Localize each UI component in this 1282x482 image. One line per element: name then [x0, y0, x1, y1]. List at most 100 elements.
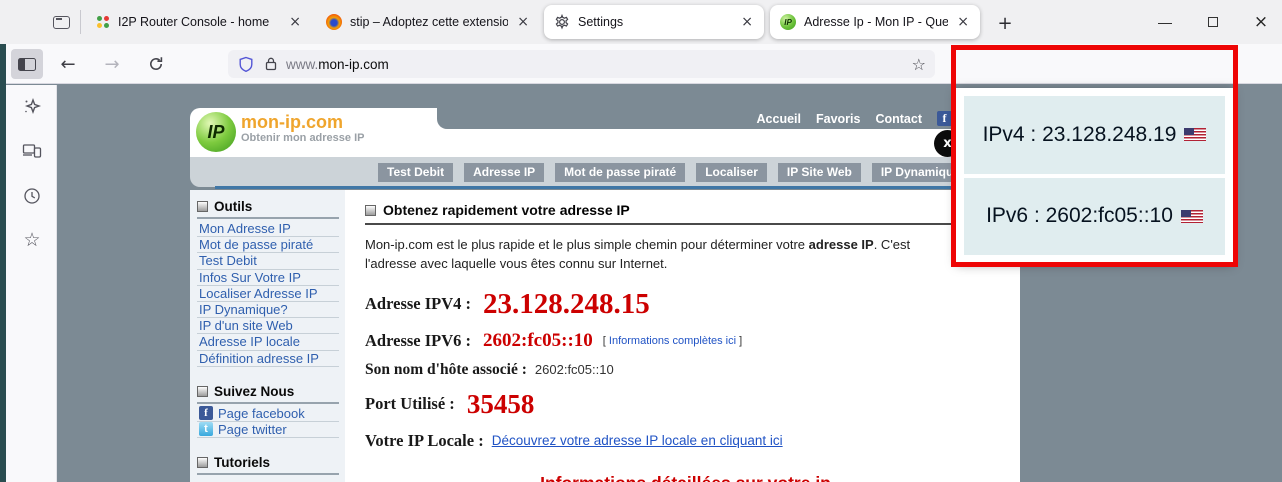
tab-close-icon[interactable]: ×	[289, 14, 301, 30]
intro-text: Mon-ip.com est le plus rapide et le plus…	[365, 237, 809, 252]
url-www: www.	[286, 56, 319, 72]
site-nav-bar: Test Debit Adresse IP Mot de passe pirat…	[190, 157, 1020, 187]
local-ip-row: Votre IP Locale : Découvrez votre adress…	[365, 431, 1006, 451]
details-row: Informations détaillées sur votre ip	[365, 473, 1006, 482]
bookmarks-star-icon[interactable]: ☆	[23, 229, 41, 251]
intro-text-end: . C'est l'adresse avec laquelle vous ête…	[365, 237, 911, 271]
tracking-protection-shield-icon[interactable]	[238, 56, 254, 73]
ipv4-label: Adresse IPV4 :	[365, 294, 472, 314]
tab-i2p-router-console[interactable]: I2P Router Console - home ×	[86, 5, 312, 39]
sidebar-link-facebook[interactable]: f Page facebook	[197, 406, 339, 422]
hostname-label: Son nom d'hôte associé :	[365, 360, 527, 378]
nav-test-debit[interactable]: Test Debit	[378, 162, 454, 182]
maximize-button[interactable]	[1190, 0, 1236, 44]
twitter-link-label: Page twitter	[218, 421, 287, 437]
tab-settings[interactable]: Settings ×	[544, 5, 764, 39]
nav-mot-de-passe[interactable]: Mot de passe piraté	[555, 162, 686, 182]
port-row: Port Utilisé : 35458	[365, 390, 1006, 418]
ai-chatbot-sparkle-icon[interactable]	[20, 95, 44, 119]
hostname-value: 2602:fc05::10	[534, 362, 614, 378]
tab-close-icon[interactable]: ×	[957, 14, 969, 30]
url-text: www.mon-ip.com	[286, 57, 389, 72]
new-tab-button[interactable]: +	[997, 12, 1013, 34]
sidebar-toggle-button[interactable]	[11, 49, 43, 79]
reload-button[interactable]	[140, 49, 172, 79]
popup-ipv4-text: IPv4 : 23.128.248.19	[982, 122, 1177, 146]
header-divider	[215, 186, 1020, 189]
square-bullet-icon	[197, 457, 208, 469]
url-bar[interactable]: www.mon-ip.com ☆	[228, 50, 935, 78]
hostname-row: Son nom d'hôte associé : 2602:fc05::10	[365, 361, 1006, 379]
i2p-site-icon	[96, 15, 110, 29]
tab-close-icon[interactable]: ×	[517, 14, 529, 30]
synced-tabs-devices-icon[interactable]	[20, 139, 44, 163]
popup-ipv4-box: IPv4 : 23.128.248.19	[964, 96, 1225, 174]
link-contact[interactable]: Contact	[875, 111, 922, 126]
firefox-logo-icon	[326, 14, 342, 30]
local-ip-link[interactable]: Découvrez votre adresse IP locale en cli…	[491, 433, 783, 449]
nav-localiser[interactable]: Localiser	[696, 162, 767, 182]
tab-stip-extension[interactable]: stip – Adoptez cette extension p ×	[316, 5, 540, 39]
lock-icon[interactable]	[264, 56, 278, 72]
history-clock-icon[interactable]	[20, 184, 44, 208]
sidebar-link-mot-de-passe[interactable]: Mot de passe piraté	[197, 237, 339, 254]
bracket-open: [	[602, 334, 606, 347]
tab-mon-ip[interactable]: IP Adresse Ip - Mon IP - Quel est n ×	[770, 5, 980, 39]
tab-close-icon[interactable]: ×	[741, 14, 753, 30]
us-flag-icon	[1180, 209, 1203, 223]
background-window-edge	[0, 44, 6, 482]
facebook-icon: f	[199, 406, 213, 421]
close-window-button[interactable]: ×	[1253, 12, 1269, 32]
ipv6-label: Adresse IPV6 :	[365, 330, 472, 350]
nav-adresse-ip[interactable]: Adresse IP	[464, 162, 545, 182]
popup-ipv6-text: IPv6 : 2602:fc05::10	[986, 204, 1173, 228]
popup-ipv6-box: IPv6 : 2602:fc05::10	[964, 177, 1225, 255]
tab-title: I2P Router Console - home	[118, 15, 270, 29]
sidebar-link-twitter[interactable]: t Page twitter	[197, 421, 339, 439]
sidebar-link-definition-adresse-ip[interactable]: Définition adresse IP	[197, 351, 339, 367]
logo-text: mon-ip.com Obtenir mon adresse IP	[241, 112, 364, 144]
suivez-nous-title: Suivez Nous	[214, 383, 295, 399]
sidebar-link-localiser[interactable]: Localiser Adresse IP	[197, 286, 339, 302]
site-tagline: Obtenir mon adresse IP	[241, 132, 365, 144]
navigation-toolbar: ← → www.mon-ip.com ☆ u 5	[0, 44, 1282, 124]
back-button[interactable]: ←	[60, 53, 76, 75]
nav-ip-dynamique[interactable]: IP Dynamique	[871, 162, 969, 182]
sidebar-link-test-debit[interactable]: Test Debit	[197, 253, 339, 270]
bracket-close: ]	[739, 334, 743, 347]
tab-title: Adresse Ip - Mon IP - Quel est n	[804, 15, 949, 29]
informations-detaillees-link[interactable]: Informations détaillées sur votre ip	[540, 473, 831, 482]
square-bullet-icon	[365, 204, 376, 216]
site-sidebar: Outils Mon Adresse IP Mot de passe pirat…	[190, 190, 345, 482]
link-favoris[interactable]: Favoris	[816, 111, 861, 126]
twitter-icon: t	[199, 422, 213, 437]
sidebar-link-adresse-ip-locale[interactable]: Adresse IP locale	[197, 334, 339, 351]
bookmark-star-icon[interactable]: ☆	[911, 55, 926, 74]
forward-button[interactable]: →	[104, 53, 120, 75]
sidebar-toggle-icon	[18, 57, 36, 71]
url-domain: mon-ip.com	[318, 56, 389, 72]
suivez-nous-section-header: Suivez Nous	[197, 384, 339, 404]
sidebar-link-ip-site-web[interactable]: IP d'un site Web	[197, 318, 339, 335]
ipv6-row: Adresse IPV6 : 2602:fc05::10 [ Informati…	[365, 330, 1006, 352]
site-logo[interactable]: IP mon-ip.com Obtenir mon adresse IP	[196, 112, 364, 152]
mon-ip-logo-icon: IP	[196, 112, 236, 152]
sidebar-link-infos-sur-votre-ip[interactable]: Infos Sur Votre IP	[197, 270, 339, 286]
sidebar-link-ip-dynamique[interactable]: IP Dynamique?	[197, 302, 339, 319]
minimize-button[interactable]: —	[1158, 14, 1172, 30]
heading-bold-text: adresse IP	[559, 202, 630, 218]
us-flag-icon	[1184, 128, 1207, 142]
red-annotation-box	[951, 45, 1238, 267]
firefox-sidebar: ☆	[6, 85, 57, 482]
link-accueil[interactable]: Accueil	[756, 111, 801, 126]
facebook-icon[interactable]: f	[937, 111, 952, 126]
informations-completes-link[interactable]: Informations complètes ici	[608, 334, 737, 347]
main-heading: Obtenez rapidement votre adresse IP	[365, 202, 1006, 225]
nav-ip-site-web[interactable]: IP Site Web	[777, 162, 861, 182]
sidebar-link-mon-adresse-ip[interactable]: Mon Adresse IP	[197, 221, 339, 238]
outils-title: Outils	[214, 199, 253, 214]
tab-separator	[80, 10, 81, 34]
firefox-view-button[interactable]	[48, 11, 74, 33]
ipv4-row: Adresse IPV4 : 23.128.248.15	[365, 289, 1006, 319]
